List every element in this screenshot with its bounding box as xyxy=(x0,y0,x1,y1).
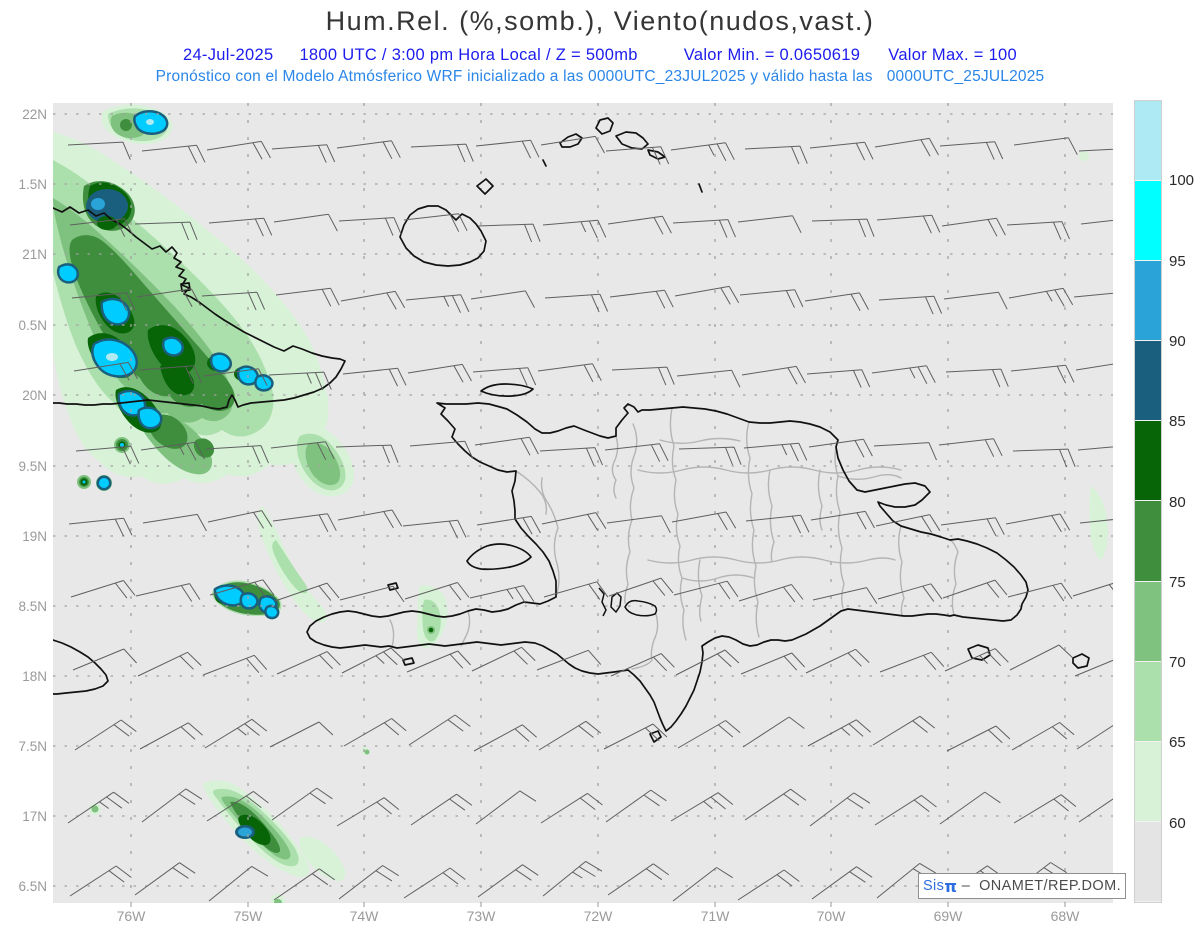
svg-text:18N: 18N xyxy=(22,669,47,684)
colorbar-segment xyxy=(1135,261,1161,342)
colorbar-segment xyxy=(1135,661,1161,742)
wind-barbs xyxy=(67,135,1113,902)
humidity-shading xyxy=(53,104,1108,903)
svg-text:73W: 73W xyxy=(467,908,497,924)
longitude-labels: 76W 75W 74W 73W 72W 71W 70W 69W 68W xyxy=(117,908,1081,924)
colorbar-label: 75 xyxy=(1169,573,1186,591)
colorbar-label: 65 xyxy=(1169,734,1186,752)
sispi-logo: Sis xyxy=(922,878,945,894)
lat-lon-grid xyxy=(53,103,1113,903)
valid-time-level: 1800 UTC / 3:00 pm Hora Local / Z = 500m… xyxy=(299,46,638,64)
colorbar-segment xyxy=(1135,181,1161,262)
colorbar-label: 85 xyxy=(1169,413,1186,431)
colorbar-label: 80 xyxy=(1169,493,1186,511)
map-background xyxy=(53,103,1113,903)
colorbar-segment xyxy=(1135,341,1161,422)
svg-text:20N: 20N xyxy=(22,388,47,403)
colorbar-label: 95 xyxy=(1169,252,1186,270)
coastlines xyxy=(53,117,1090,743)
svg-text:8.5N: 8.5N xyxy=(18,599,47,614)
svg-text:69W: 69W xyxy=(934,908,964,924)
svg-text:70W: 70W xyxy=(817,908,847,924)
svg-text:17N: 17N xyxy=(22,809,47,824)
svg-text:6.5N: 6.5N xyxy=(18,879,47,894)
colorbar-segment xyxy=(1135,501,1161,582)
svg-text:7.5N: 7.5N xyxy=(18,739,47,754)
svg-text:0.5N: 0.5N xyxy=(18,318,47,333)
value-min: Valor Min. = 0.0650619 xyxy=(683,46,861,64)
attribution-box: Sis π – ONAMET/REP.DOM. xyxy=(918,873,1126,899)
svg-text:74W: 74W xyxy=(350,908,380,924)
svg-text:72W: 72W xyxy=(584,908,614,924)
svg-text:22N: 22N xyxy=(22,107,47,122)
pi-icon: π xyxy=(944,876,958,896)
colorbar-label: 70 xyxy=(1169,654,1186,672)
svg-text:1.5N: 1.5N xyxy=(18,177,47,192)
model-info-row: Pronóstico con el Modelo Atmósferico WRF… xyxy=(0,68,1200,86)
page-title: Hum.Rel. (%,somb.), Viento(nudos,vast.) xyxy=(325,6,875,36)
value-max: Valor Max. = 100 xyxy=(888,46,1018,64)
svg-text:75W: 75W xyxy=(234,908,264,924)
svg-text:21N: 21N xyxy=(22,247,47,262)
colorbar-segment xyxy=(1135,101,1161,182)
colorbar-label: 90 xyxy=(1169,332,1186,350)
axis-ticks xyxy=(130,903,1066,907)
svg-text:9.5N: 9.5N xyxy=(18,459,47,474)
colorbar-segment xyxy=(1135,581,1161,662)
svg-text:71W: 71W xyxy=(701,908,731,924)
valid-date: 24-Jul-2025 xyxy=(182,46,274,64)
latitude-labels: 22N 1.5N 21N 0.5N 20N 9.5N 19N 8.5N 18N 7.5N 17N 6.… xyxy=(18,107,47,894)
model-info: Pronóstico con el Modelo Atmósferico WRF… xyxy=(155,68,873,85)
colorbar-segment xyxy=(1135,821,1161,902)
svg-text:76W: 76W xyxy=(117,908,147,924)
svg-text:68W: 68W xyxy=(1051,908,1081,924)
attribution-text: – ONAMET/REP.DOM. xyxy=(957,878,1122,894)
colorbar-segment xyxy=(1135,421,1161,502)
humidity-colorbar xyxy=(1134,100,1162,903)
colorbar-label: 100 xyxy=(1169,172,1195,190)
colorbar-label: 60 xyxy=(1169,814,1186,832)
svg-text:19N: 19N xyxy=(22,529,47,544)
valid-until: 0000UTC_25JUL2025 xyxy=(886,68,1045,85)
subtitle-row: 24-Jul-2025 1800 UTC / 3:00 pm Hora Loca… xyxy=(0,46,1200,65)
colorbar-segment xyxy=(1135,741,1161,822)
